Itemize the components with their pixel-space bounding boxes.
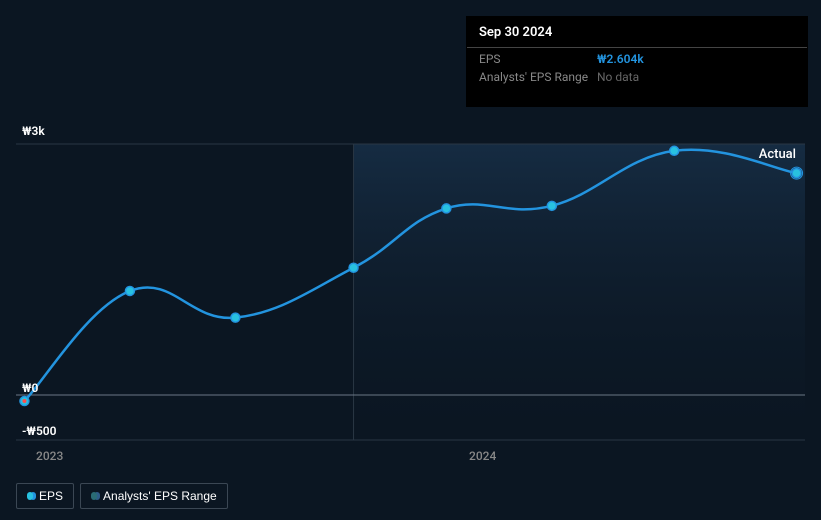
legend-swatch-icon [27,492,33,500]
legend-swatch-icon [91,492,97,500]
tooltip-row-value: No data [597,68,639,86]
eps-chart-container: { "chart": { "type": "line", "width": 82… [0,0,821,520]
legend-label: Analysts' EPS Range [103,489,217,503]
tooltip-title: Sep 30 2024 [467,23,807,48]
x-tick-2023: 2023 [36,449,63,463]
legend-toggle-eps[interactable]: EPS [16,483,74,509]
x-tick-2024: 2024 [469,449,496,463]
actual-label: Actual [759,147,796,162]
y-tick-0: ₩0 [22,381,38,395]
legend: EPS Analysts' EPS Range [16,483,228,509]
legend-label: EPS [39,489,63,503]
tooltip-row-label: EPS [479,50,597,68]
tooltip: Sep 30 2024 EPS ₩2.604k Analysts' EPS Ra… [466,16,808,107]
tooltip-row-label: Analysts' EPS Range [479,68,597,86]
tooltip-row-value: ₩2.604k [597,50,644,68]
tooltip-row-eps: EPS ₩2.604k [467,50,807,68]
tooltip-row-range: Analysts' EPS Range No data [467,68,807,86]
legend-toggle-range[interactable]: Analysts' EPS Range [80,483,228,509]
y-tick-m500: -₩500 [22,424,57,438]
y-tick-3k: ₩3k [22,124,45,138]
